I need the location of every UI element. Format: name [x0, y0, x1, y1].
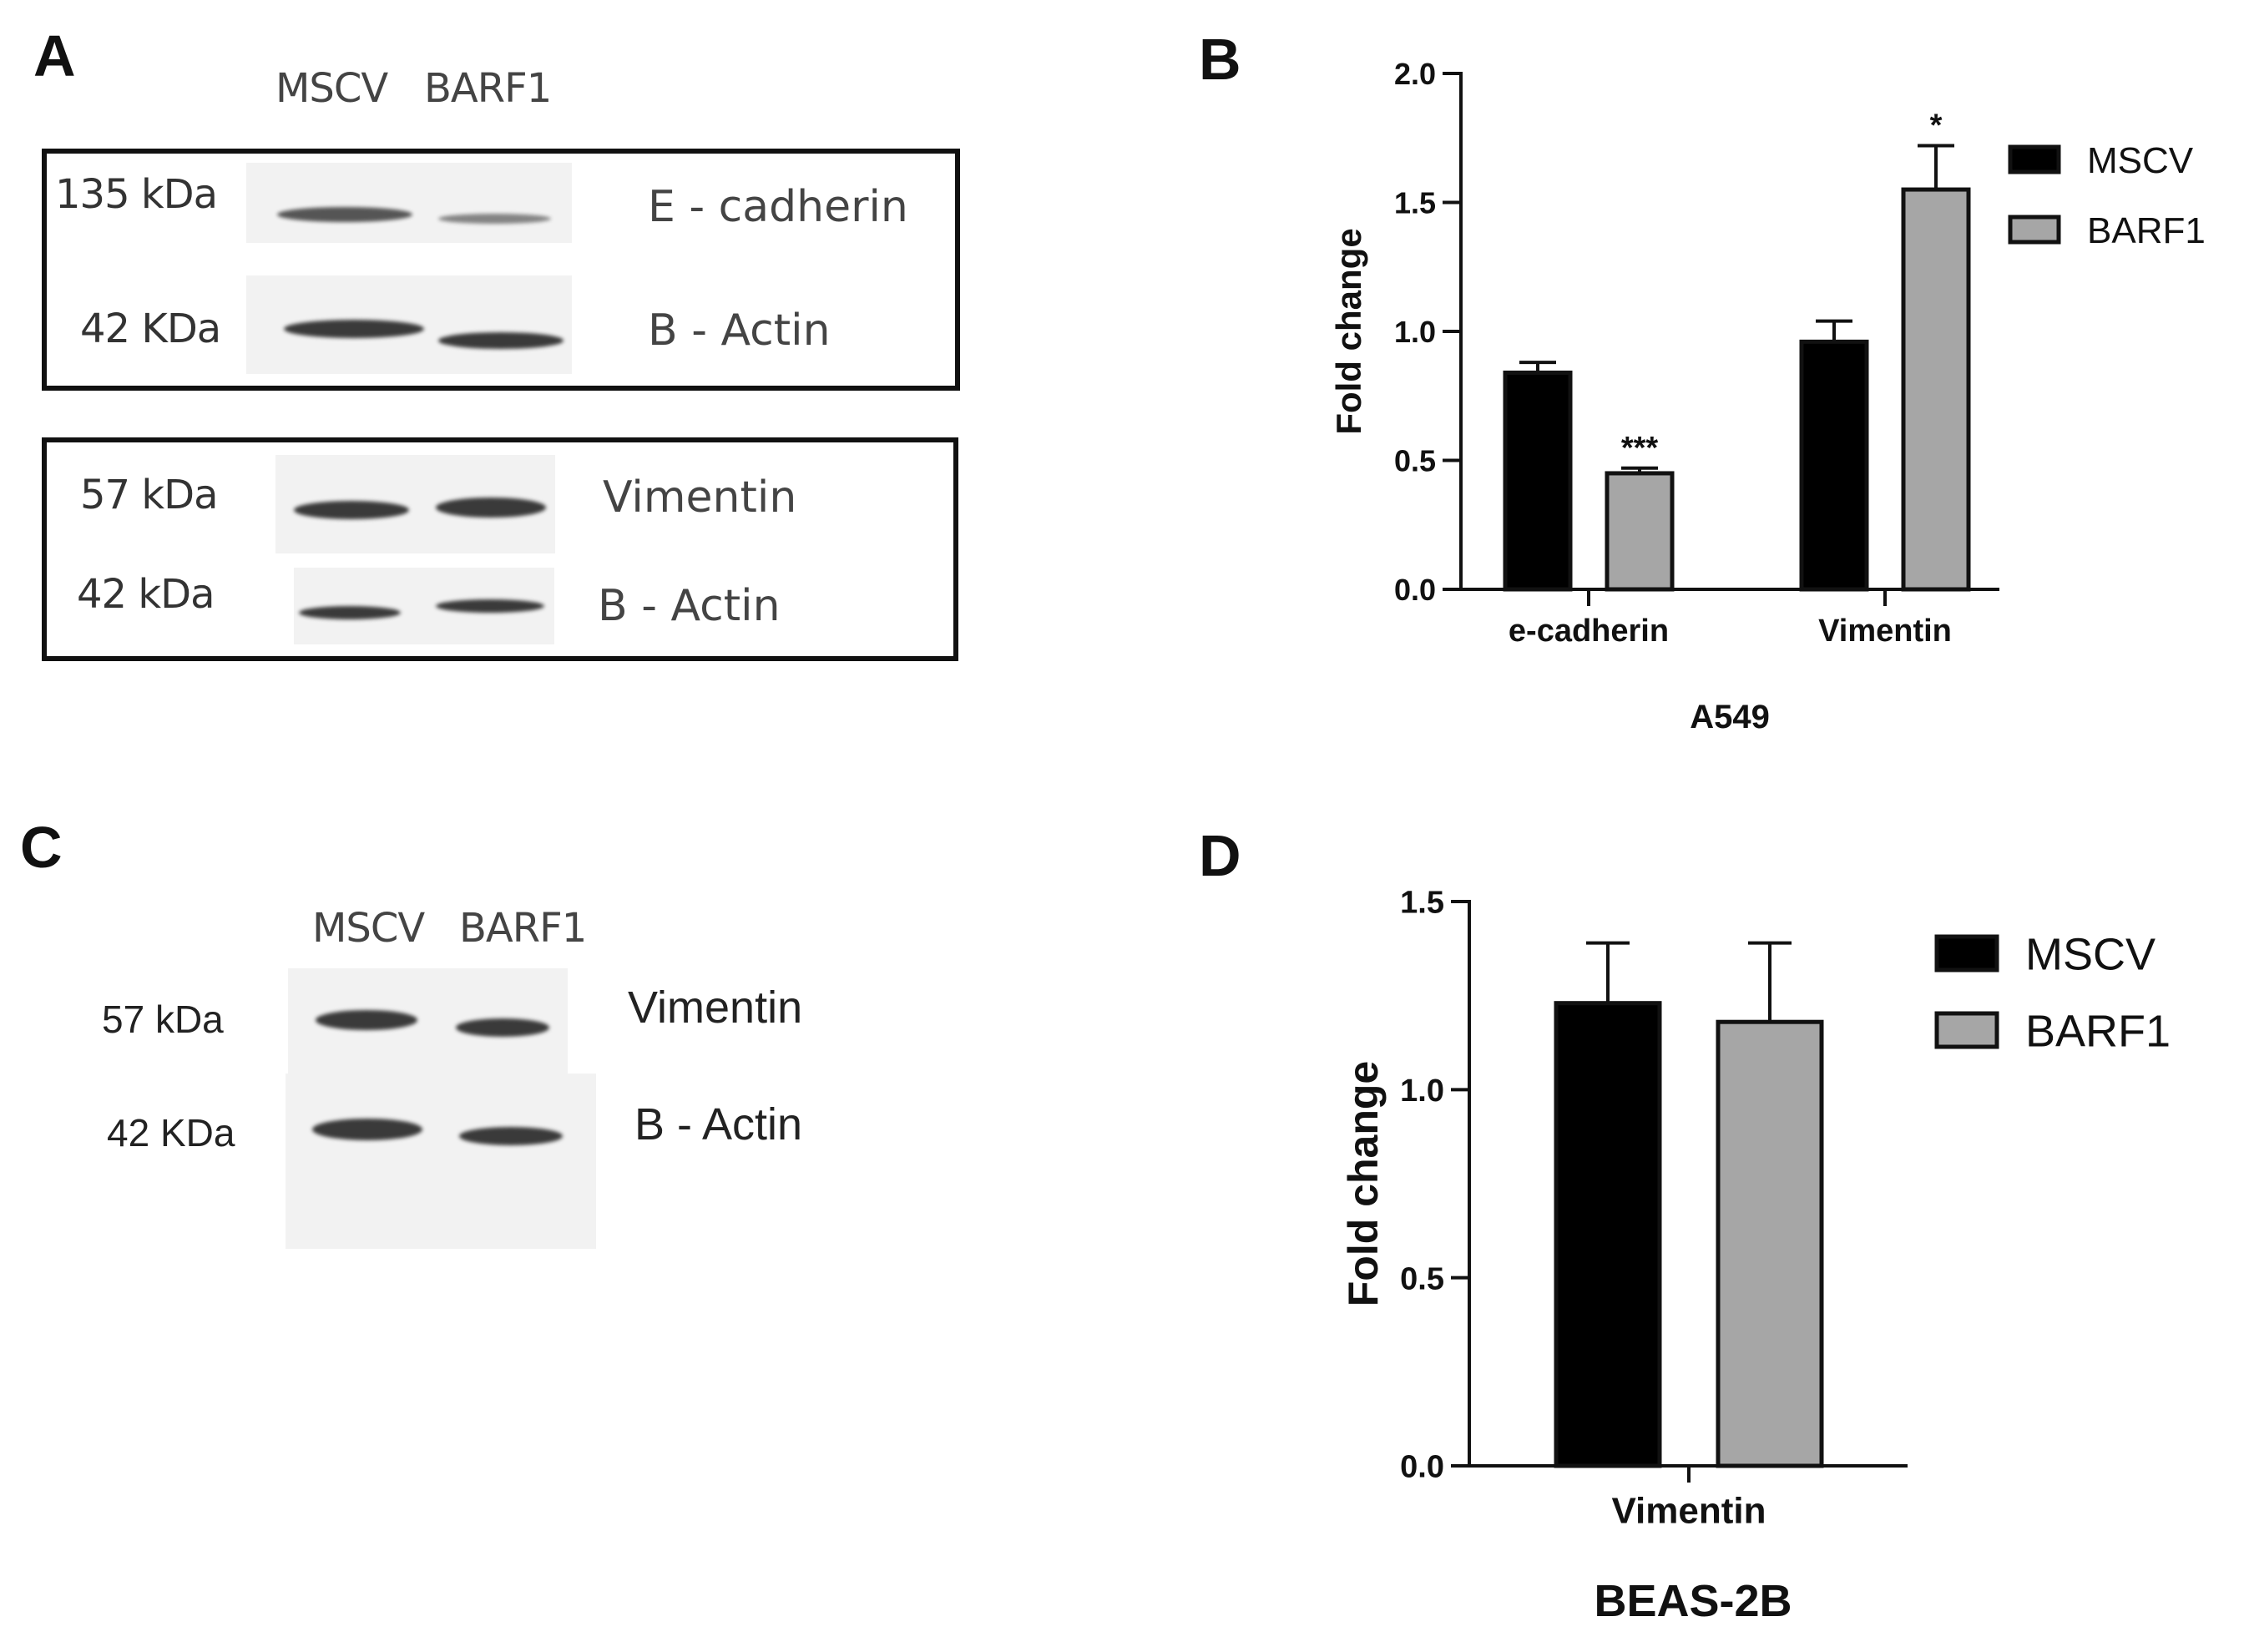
- panel-letter-b: B: [1199, 27, 1241, 92]
- band-actin-barf1: [459, 1127, 563, 1145]
- x-axis-title: BEAS-2B: [1594, 1576, 1792, 1626]
- mw-label: 57 kDa: [102, 998, 224, 1041]
- y-axis-title: Fold change: [1329, 228, 1368, 434]
- band-vimentin-mscv: [294, 501, 409, 519]
- legend-label-barf1: BARF1: [2025, 1006, 2171, 1056]
- legend-swatch-mscv: [2008, 144, 2061, 174]
- mw-label: 135 kDa: [55, 171, 218, 218]
- band-actin2-mscv: [299, 606, 401, 619]
- protein-label-actin: B - Actin: [598, 581, 781, 631]
- protein-label-vimentin: Vimentin: [628, 983, 803, 1033]
- blot-strip: [246, 163, 572, 243]
- y-tick-label: 1.5: [1394, 185, 1436, 220]
- mw-label: 57 kDa: [80, 472, 219, 518]
- lane-label-mscv: MSCV: [312, 905, 425, 952]
- band-vimentin-barf1: [456, 1018, 549, 1037]
- x-tick-label: e-cadherin: [1509, 614, 1669, 649]
- significance-marker: ***: [1621, 431, 1659, 466]
- y-tick-label: 0.0: [1400, 1450, 1444, 1485]
- band-vimentin-mscv: [316, 1010, 417, 1030]
- panel-letter-a: A: [33, 23, 76, 88]
- band-actin-barf1: [438, 332, 564, 349]
- legend-label-barf1: BARF1: [2087, 210, 2206, 251]
- bar-barf1-e-cadherin: [1605, 471, 1675, 592]
- legend-label-mscv: MSCV: [2025, 929, 2156, 979]
- protein-label-actin: B - Actin: [648, 306, 831, 356]
- mw-label: 42 KDa: [80, 306, 221, 352]
- band-ecad-mscv: [277, 207, 412, 222]
- y-tick-label: 2.0: [1394, 57, 1436, 91]
- bar-barf1-vimentin: [1716, 1019, 1824, 1468]
- x-tick-label: Vimentin: [1818, 614, 1952, 649]
- y-tick-label: 1.0: [1400, 1074, 1444, 1109]
- legend-label-mscv: MSCV: [2087, 140, 2194, 181]
- x-axis-title: A549: [1690, 699, 1770, 735]
- band-ecad-barf1: [438, 214, 551, 224]
- protein-label-vimentin: Vimentin: [603, 472, 797, 523]
- lane-label-barf1: BARF1: [424, 65, 552, 112]
- y-axis-title: Fold change: [1340, 1061, 1387, 1306]
- y-tick-label: 0.5: [1394, 443, 1436, 477]
- protein-label-actin: B - Actin: [634, 1099, 803, 1149]
- legend-swatch-barf1: [1934, 1011, 1999, 1049]
- lane-label-barf1: BARF1: [459, 905, 587, 952]
- band-actin2-barf1: [436, 599, 544, 613]
- legend-swatch-mscv: [1934, 934, 1999, 973]
- bar-mscv-e-cadherin: [1503, 370, 1573, 592]
- panel-letter-d: D: [1199, 823, 1241, 888]
- y-tick-label: 0.5: [1400, 1261, 1444, 1296]
- mw-label: 42 KDa: [107, 1111, 235, 1154]
- y-tick-label: 0.0: [1394, 573, 1436, 607]
- bar-barf1-vimentin: [1901, 187, 1971, 592]
- x-tick-label: Vimentin: [1611, 1490, 1766, 1531]
- band-actin-mscv: [312, 1119, 422, 1140]
- panel-letter-c: C: [20, 815, 63, 880]
- legend-swatch-barf1: [2008, 215, 2061, 245]
- chart-d: 0.0 0.5 1.0 1.5 Vimentin BEAS-2B Fold change MS…: [1340, 886, 2171, 1626]
- bar-mscv-vimentin: [1799, 339, 1869, 592]
- y-tick-label: 1.0: [1394, 315, 1436, 349]
- bar-mscv-vimentin: [1554, 1001, 1662, 1468]
- lane-label-mscv: MSCV: [275, 65, 388, 112]
- band-actin-mscv: [284, 320, 424, 338]
- significance-marker: *: [1930, 109, 1943, 144]
- band-vimentin-barf1: [436, 498, 546, 518]
- y-tick-label: 1.5: [1400, 886, 1444, 921]
- blot-strip: [286, 1074, 596, 1249]
- blot-c: MSCV BARF1 57 kDa Vimentin 42 KDa B - Ac…: [0, 877, 918, 1249]
- blot-a: MSCV BARF1 135 kDa E - cadherin 42 KDa B…: [0, 0, 1002, 685]
- protein-label-ecadherin: E - cadherin: [648, 182, 908, 232]
- chart-b: 0.0 0.5 1.0 1.5 2.0 *** e-cadherin * Vimentin A54…: [1329, 57, 2206, 735]
- mw-label: 42 kDa: [77, 571, 215, 618]
